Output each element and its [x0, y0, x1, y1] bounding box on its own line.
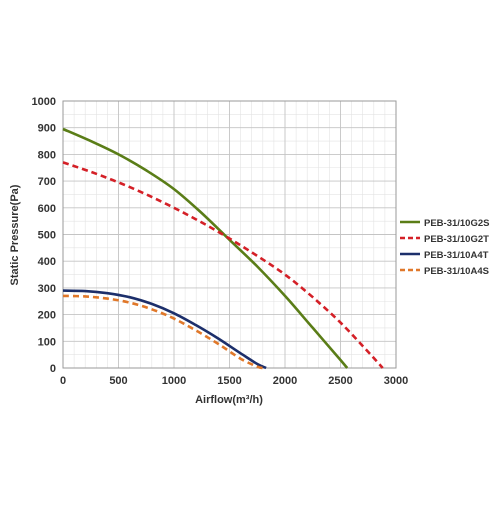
x-tick-label: 0 — [60, 375, 66, 387]
y-tick-label: 0 — [50, 363, 56, 375]
x-tick-label: 1500 — [217, 375, 241, 387]
series-lines — [62, 127, 384, 370]
y-tick-label: 200 — [38, 310, 56, 322]
y-tick-label: 600 — [38, 203, 56, 215]
legend: PEB-31/10G2S PEB-31/10G2T PEB-31/10A4T PEB-… — [400, 218, 489, 277]
x-tick-label: 1000 — [162, 375, 186, 387]
x-tick-label: 500 — [109, 375, 127, 387]
y-tick-label: 500 — [38, 230, 56, 242]
x-tick-label: 3000 — [384, 375, 408, 387]
legend-label: PEB-31/10A4S — [424, 266, 489, 277]
y-tick-label: 900 — [38, 123, 56, 135]
series-line-4 — [62, 294, 264, 370]
y-tick-label: 1000 — [32, 96, 56, 108]
x-axis-label: Airflow(m³/h) — [195, 394, 263, 406]
series-line-3 — [62, 289, 267, 370]
y-tick-label: 300 — [38, 283, 56, 295]
plot-frame — [62, 100, 397, 369]
y-tick-label: 100 — [38, 336, 56, 348]
series-line-2 — [62, 161, 384, 369]
y-tick-label: 800 — [38, 149, 56, 161]
x-tick-label: 2500 — [328, 375, 352, 387]
axes: 0 500 1000 1500 2000 2500 3000 0 100 200 300 400 500… — [32, 96, 409, 387]
y-axis-label: Static Pressure(Pa) — [9, 184, 21, 285]
legend-label: PEB-31/10G2T — [424, 234, 489, 245]
y-tick-label: 700 — [38, 176, 56, 188]
x-tick-label: 2000 — [273, 375, 297, 387]
legend-label: PEB-31/10G2S — [424, 218, 489, 229]
grid — [62, 100, 397, 369]
y-tick-label: 400 — [38, 256, 56, 268]
series-line-1 — [62, 127, 349, 369]
legend-label: PEB-31/10A4T — [424, 250, 489, 261]
